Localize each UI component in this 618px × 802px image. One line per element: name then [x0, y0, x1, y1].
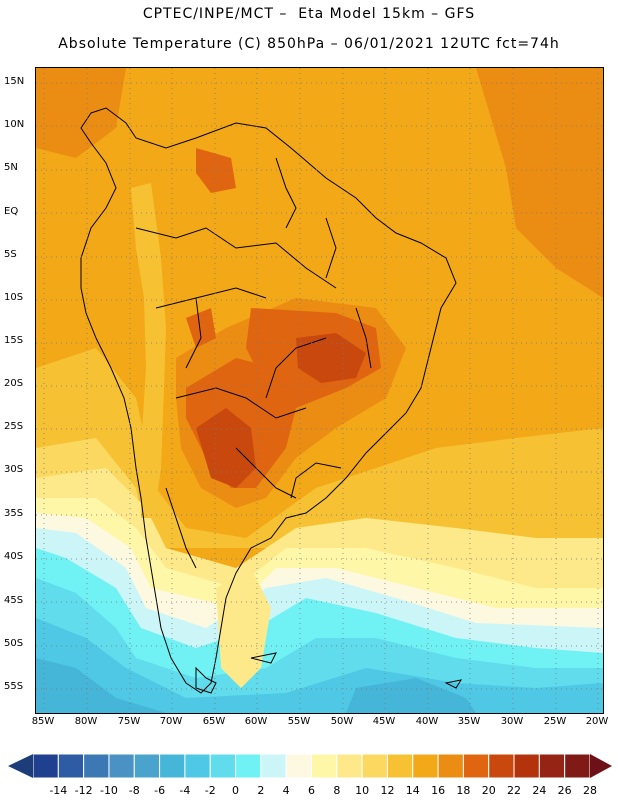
legend-label: 12	[380, 784, 394, 797]
legend-swatch	[209, 753, 237, 779]
legend-label: 2	[257, 784, 264, 797]
lat-label: 30S	[4, 464, 24, 475]
lat-label: 15N	[4, 76, 25, 87]
lon-label: 20W	[585, 716, 609, 727]
legend-label: 10	[355, 784, 369, 797]
legend-swatch	[386, 753, 414, 779]
legend-swatch	[108, 753, 135, 779]
legend-swatch	[412, 753, 439, 779]
lat-label: 5S	[4, 249, 17, 260]
legend-swatch	[462, 753, 490, 779]
legend-swatch	[361, 753, 388, 779]
lon-label: 75W	[117, 716, 141, 727]
lon-label: 35W	[457, 716, 481, 727]
lat-label: 10S	[4, 292, 24, 303]
legend-swatch	[32, 753, 59, 779]
map-title: CPTEC/INPE/MCT – Eta Model 15km – GFS	[142, 6, 476, 22]
legend-swatch	[57, 753, 85, 779]
legend-swatch	[311, 753, 338, 779]
legend-label: 4	[283, 784, 290, 797]
lat-label: 35S	[4, 508, 24, 519]
lon-label: 85W	[31, 716, 55, 727]
lat-label: EQ	[4, 206, 19, 217]
legend-label: -6	[154, 784, 165, 797]
legend-label: -14	[49, 784, 67, 797]
lon-label: 70W	[159, 716, 183, 727]
lon-label: 65W	[202, 716, 226, 727]
legend-swatch	[564, 753, 591, 779]
legend-label: 24	[532, 784, 546, 797]
legend-label: 20	[482, 784, 496, 797]
legend-swatch	[184, 753, 211, 779]
lat-label: 20S	[4, 378, 24, 389]
lat-label: 5N	[4, 162, 18, 173]
legend-swatch	[260, 753, 287, 779]
legend-label: 22	[507, 784, 521, 797]
legend-label: -4	[179, 784, 190, 797]
lat-label: 40S	[4, 551, 24, 562]
legend-swatch	[488, 753, 515, 779]
lon-label: 25W	[543, 716, 567, 727]
lon-label: 80W	[74, 716, 98, 727]
legend-label: -10	[100, 784, 118, 797]
lat-label: 45S	[4, 595, 24, 606]
legend-swatch	[285, 753, 313, 779]
lon-label: 45W	[372, 716, 396, 727]
legend-swatch	[538, 753, 566, 779]
legend-arrow-high	[590, 754, 612, 778]
legend-swatch	[83, 753, 110, 779]
legend-label: 0	[232, 784, 239, 797]
legend-label: -12	[75, 784, 93, 797]
lat-label: 25S	[4, 421, 24, 432]
legend-swatch	[437, 753, 464, 779]
lon-label: 30W	[500, 716, 524, 727]
legend-label: 16	[431, 784, 445, 797]
lon-label: 40W	[415, 716, 439, 727]
legend-swatch	[235, 753, 262, 779]
lat-label: 10N	[4, 119, 25, 130]
lon-label: 60W	[244, 716, 268, 727]
legend-label: 14	[406, 784, 420, 797]
lat-label: 15S	[4, 335, 24, 346]
legend-swatch	[513, 753, 540, 779]
legend-label: -8	[129, 784, 140, 797]
lat-label: 55S	[4, 681, 24, 692]
legend-label: 6	[308, 784, 315, 797]
temperature-map[interactable]	[35, 67, 604, 714]
legend-swatch	[133, 753, 161, 779]
legend-label: 8	[333, 784, 340, 797]
legend-swatch	[159, 753, 186, 779]
lon-label: 55W	[287, 716, 311, 727]
legend-swatch	[336, 753, 363, 779]
lon-label: 50W	[330, 716, 354, 727]
legend-label: -2	[205, 784, 216, 797]
legend-label: 26	[558, 784, 572, 797]
legend-label: 28	[583, 784, 597, 797]
lat-label: 50S	[4, 638, 24, 649]
color-legend: -14 -12 -10 -8 -6 -4 -2 0 2 4 6 8 10 12 14 16 18 20 22 24 26…	[0, 748, 618, 798]
map-subtitle: Absolute Temperature (C) 850hPa – 06/01/…	[58, 36, 560, 52]
legend-label: 18	[456, 784, 470, 797]
legend-arrow-low	[8, 754, 33, 778]
